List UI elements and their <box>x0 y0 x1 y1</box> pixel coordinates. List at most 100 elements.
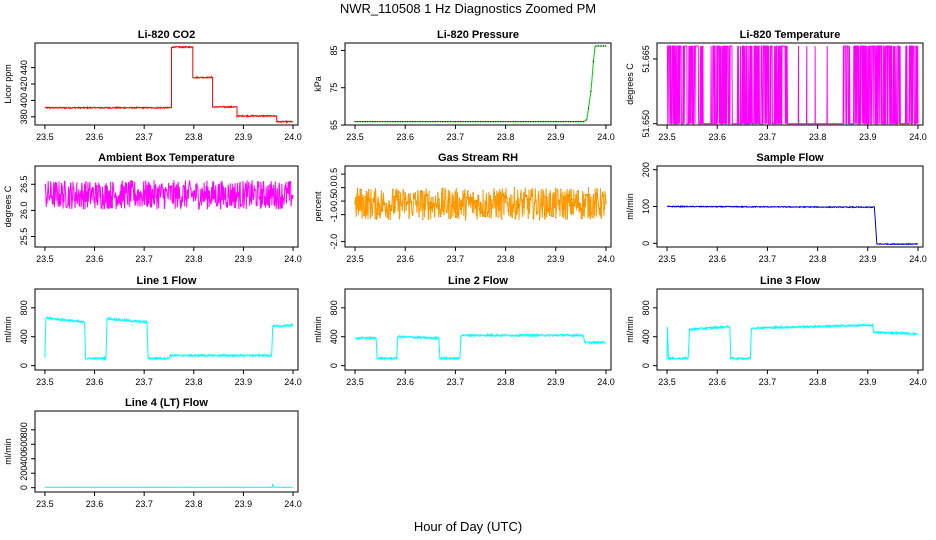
data-point <box>464 219 467 221</box>
data-point <box>476 200 478 202</box>
data-point <box>568 205 571 207</box>
data-point <box>392 189 394 191</box>
x-tick-label: 24.0 <box>909 254 927 264</box>
data-point <box>602 194 605 196</box>
y-axis-label: degrees C <box>3 185 13 227</box>
data-point <box>419 190 421 192</box>
plot-frame <box>656 288 924 371</box>
data-series-line <box>44 315 294 362</box>
data-point <box>577 121 580 123</box>
data-point <box>585 194 587 196</box>
x-tick-label: 23.6 <box>396 132 414 142</box>
data-point <box>420 190 423 193</box>
chart-title: Sample Flow <box>756 152 824 164</box>
data-point <box>388 200 390 202</box>
data-point <box>404 198 406 200</box>
y-tick-label: 100 <box>641 199 651 214</box>
figure-xlabel: Hour of Day (UTC) <box>414 519 522 534</box>
y-tick-label: 0 <box>641 363 651 368</box>
x-tick-label: 24.0 <box>284 377 302 387</box>
chart-title: Li-820 Temperature <box>740 29 841 41</box>
data-point <box>552 215 554 217</box>
data-point <box>474 207 477 209</box>
data-point <box>372 121 374 123</box>
x-tick-label: 23.9 <box>235 499 253 509</box>
chart-title: Gas Stream RH <box>438 152 518 164</box>
x-tick-label: 23.5 <box>658 377 676 387</box>
data-point <box>546 196 548 198</box>
data-series-line <box>666 45 919 125</box>
data-point <box>466 196 468 198</box>
data-point <box>560 188 562 190</box>
x-tick-label: 23.5 <box>36 254 54 264</box>
x-tick-label: 23.8 <box>185 254 203 264</box>
data-point <box>530 121 532 123</box>
data-point <box>379 217 381 219</box>
x-tick-label: 24.0 <box>909 377 927 387</box>
y-tick-label: -1.0 <box>329 207 339 223</box>
data-point <box>425 194 428 197</box>
data-point <box>358 196 360 198</box>
data-point <box>601 195 603 197</box>
y-tick-label: 200 <box>19 466 29 481</box>
data-point <box>510 213 512 215</box>
data-point <box>387 216 389 219</box>
data-point <box>540 204 542 207</box>
data-point <box>562 198 564 200</box>
data-point <box>560 121 562 123</box>
data-point <box>433 202 435 205</box>
data-point <box>394 121 396 123</box>
data-point <box>570 121 572 123</box>
data-point <box>478 208 480 210</box>
data-point <box>439 215 441 218</box>
data-point <box>443 213 445 216</box>
x-tick-label: 23.9 <box>235 377 253 387</box>
data-point <box>580 121 582 123</box>
data-point <box>373 201 375 203</box>
data-point <box>419 121 421 123</box>
data-point <box>442 187 444 189</box>
data-point <box>600 216 602 218</box>
chart-panel-1: Li-820 CO2 Licor ppm 23.5 23.6 23.7 23.8 23.9 2… <box>3 29 302 142</box>
data-point <box>364 121 366 123</box>
x-tick-label: 23.6 <box>86 377 104 387</box>
figure-title: NWR_110508 1 Hz Diagnostics Zoomed PM <box>340 1 596 16</box>
data-point <box>454 216 457 218</box>
data-point <box>410 201 413 203</box>
data-point <box>434 121 436 123</box>
data-point <box>472 192 474 194</box>
data-point <box>399 121 401 123</box>
data-point <box>555 216 557 219</box>
x-tick-label: 23.7 <box>135 499 153 509</box>
x-tick-label: 23.8 <box>497 132 515 142</box>
x-tick-label: 23.7 <box>447 254 465 264</box>
data-point <box>537 121 539 123</box>
data-point <box>360 188 362 190</box>
data-point <box>375 218 377 220</box>
data-point <box>551 215 553 218</box>
x-tick-label: 23.5 <box>36 132 54 142</box>
data-point <box>545 121 547 123</box>
data-series-line <box>354 187 607 221</box>
data-point <box>605 203 607 205</box>
data-series-line <box>354 332 607 362</box>
data-point <box>590 196 592 198</box>
y-tick-label: 25.5 <box>19 228 29 246</box>
data-point <box>370 203 372 205</box>
data-point <box>599 207 601 210</box>
data-point <box>428 191 430 193</box>
data-point <box>414 121 416 123</box>
plot-frame <box>34 410 299 493</box>
y-tick-label: 800 <box>19 300 29 315</box>
y-tick-label: 440 <box>19 60 29 75</box>
data-point <box>432 197 434 199</box>
data-point <box>395 196 398 198</box>
data-point <box>540 121 542 123</box>
data-point <box>501 218 503 220</box>
data-point <box>366 121 369 123</box>
data-point <box>532 121 534 123</box>
data-point <box>412 214 414 216</box>
data-point <box>377 121 379 123</box>
data-point <box>503 196 505 198</box>
data-point <box>427 202 429 204</box>
